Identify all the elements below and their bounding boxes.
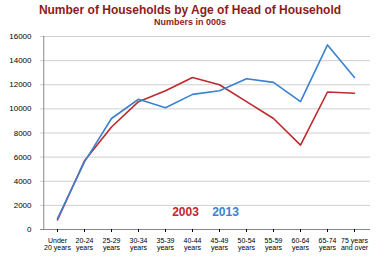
svg-text:4000: 4000: [14, 177, 32, 186]
svg-text:16000: 16000: [9, 32, 32, 41]
svg-text:6000: 6000: [14, 153, 32, 162]
svg-text:Under20 years: Under20 years: [44, 237, 71, 252]
svg-text:50-54years: 50-54years: [238, 237, 256, 252]
svg-text:60-64years: 60-64years: [292, 237, 310, 252]
svg-text:2000: 2000: [14, 201, 32, 210]
svg-text:12000: 12000: [9, 80, 32, 89]
html-text:Numbers in 000s: Numbers in 000s: [154, 17, 226, 27]
svg-text:2013: 2013: [212, 205, 239, 219]
svg-text:45-49years: 45-49years: [211, 237, 229, 252]
svg-text:40-44years: 40-44years: [184, 237, 202, 252]
svg-text:30-34years: 30-34years: [130, 237, 148, 252]
svg-text:2003: 2003: [172, 205, 199, 219]
svg-text:8000: 8000: [14, 129, 32, 138]
svg-text:65-74years: 65-74years: [319, 237, 337, 252]
svg-text:20-24years: 20-24years: [76, 237, 94, 252]
html-text:Number of Households by Age of: Number of Households by Age of Head of H…: [38, 3, 342, 17]
svg-text:10000: 10000: [9, 104, 32, 113]
svg-text:25-29years: 25-29years: [103, 237, 121, 252]
svg-text:14000: 14000: [9, 56, 32, 65]
svg-text:75 yearsand over: 75 yearsand over: [341, 237, 369, 251]
svg-text:55-59years: 55-59years: [265, 237, 283, 252]
svg-text:0: 0: [27, 225, 32, 234]
svg-text:35-39years: 35-39years: [157, 237, 175, 252]
